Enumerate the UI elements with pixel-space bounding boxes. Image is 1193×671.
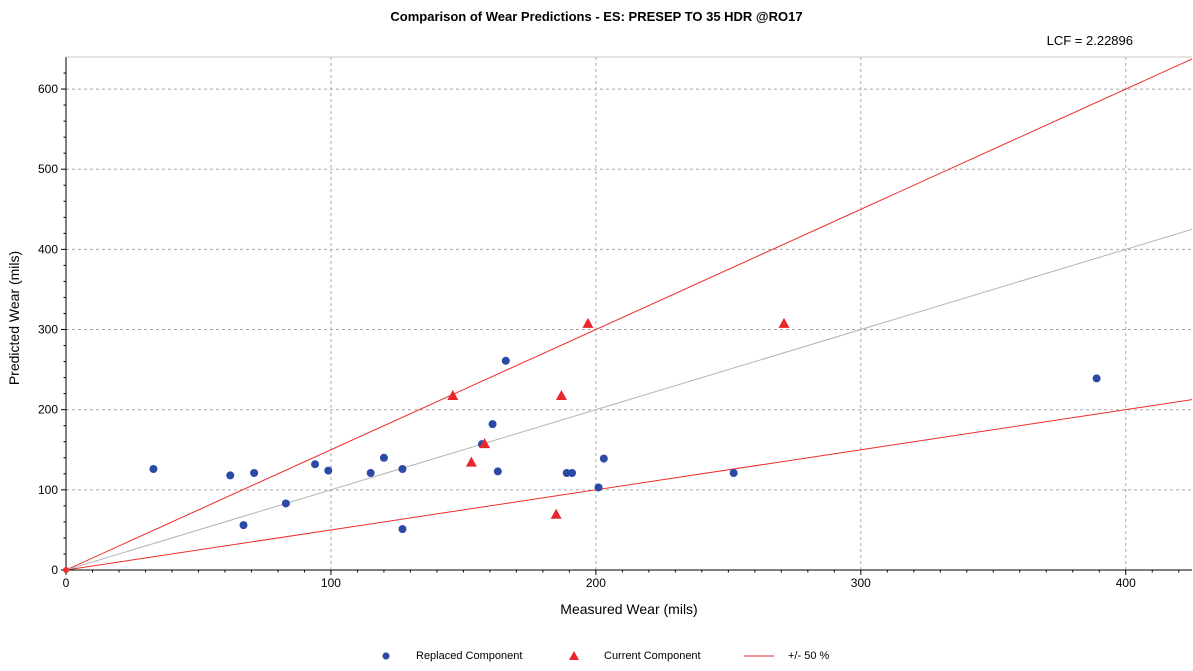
replaced-component-point [1092,374,1101,383]
current-component-point [555,390,567,401]
lcf-annotation: LCF = 2.22896 [1046,33,1133,48]
legend-label-band: +/- 50 % [788,650,830,662]
replaced-component-point [493,467,502,476]
replaced-component-point [311,460,320,469]
current-component-point [582,317,594,328]
origin-point [63,567,69,573]
replaced-component-point [226,471,235,480]
replaced-component-point [366,469,375,478]
legend-item-band: +/- 50 % [744,650,829,662]
y-tick-label: 100 [38,483,58,497]
x-tick-label: 100 [321,576,341,590]
x-tick-label: 200 [586,576,606,590]
x-axis-label: Measured Wear (mils) [560,601,698,617]
current-component-point [479,438,491,449]
replaced-component-point [488,420,497,429]
circle-marker-icon [382,652,390,660]
reference-line-slope-1.5 [66,58,1192,570]
scatter-chart: 0 100 200 300 400 0 100 200 300 400 500 600 [38,56,1192,590]
tick-labels: 0 100 200 300 400 0 100 200 300 400 500 600 [38,82,1136,590]
replaced-component-point [250,469,259,478]
y-tick-label: 500 [38,162,58,176]
y-axis-label: Predicted Wear (mils) [6,250,22,386]
replaced-component-point [149,465,158,474]
axes [61,56,1192,575]
y-tick-label: 600 [38,82,58,96]
replaced-component-point [594,483,603,492]
legend-item-replaced: Replaced Component [380,650,522,662]
replaced-component-point [599,454,608,463]
replaced-component-point [324,466,333,475]
replaced-component-point [501,356,510,365]
replaced-component-point [281,499,290,508]
legend: Replaced Component Current Component +/-… [0,648,1193,668]
y-tick-label: 300 [38,323,58,337]
legend-label-replaced: Replaced Component [416,650,523,662]
y-tick-label: 400 [38,242,58,256]
x-tick-label: 300 [851,576,871,590]
legend-item-current: Current Component [568,650,701,662]
reference-lines [66,58,1192,570]
reference-line-slope-1 [66,228,1192,570]
current-component-point [778,317,790,328]
current-component-point [550,508,562,519]
triangle-marker-icon [569,651,579,660]
y-tick-label: 200 [38,403,58,417]
replaced-component-point [239,521,248,530]
current-component-point [447,390,459,401]
line-marker-icon [744,655,774,657]
legend-label-current: Current Component [604,650,701,662]
replaced-component-point [729,469,738,478]
data-points [63,317,1101,573]
reference-line-slope-0.5 [66,399,1192,570]
replaced-component-point [568,469,577,478]
chart-title: Comparison of Wear Predictions - ES: PRE… [390,9,803,24]
x-tick-label: 400 [1116,576,1136,590]
x-tick-label: 0 [63,576,70,590]
replaced-component-point [398,465,407,474]
replaced-component-point [379,453,388,462]
replaced-component-point [398,525,407,534]
current-component-point [465,456,477,467]
y-tick-label: 0 [51,563,58,577]
